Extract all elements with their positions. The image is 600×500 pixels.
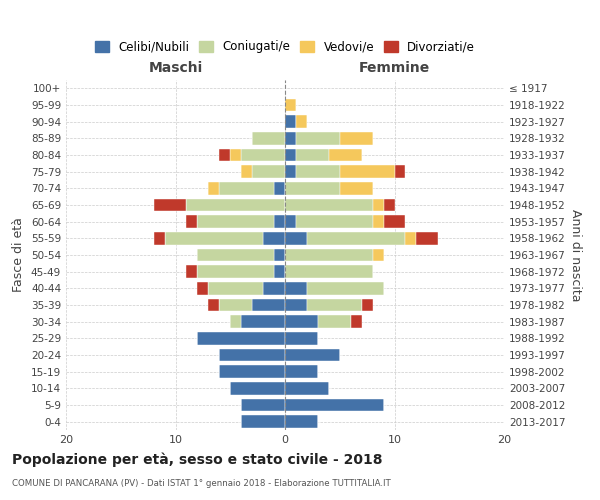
Bar bbox=[340, 182, 373, 194]
Bar bbox=[230, 316, 241, 328]
Bar bbox=[350, 316, 362, 328]
Bar bbox=[154, 232, 164, 244]
Bar bbox=[197, 248, 274, 261]
Bar bbox=[285, 316, 318, 328]
Bar bbox=[220, 298, 252, 311]
Bar bbox=[307, 232, 406, 244]
Bar bbox=[241, 416, 285, 428]
Bar bbox=[197, 332, 285, 344]
Bar bbox=[220, 349, 285, 361]
Bar bbox=[263, 232, 285, 244]
Y-axis label: Anni di nascita: Anni di nascita bbox=[569, 209, 582, 301]
Bar bbox=[187, 199, 285, 211]
Bar bbox=[230, 149, 241, 162]
Bar bbox=[373, 248, 383, 261]
Bar bbox=[230, 382, 285, 394]
Bar bbox=[220, 366, 285, 378]
Bar bbox=[197, 282, 208, 294]
Bar bbox=[241, 166, 252, 178]
Bar bbox=[285, 382, 329, 394]
Bar bbox=[285, 399, 383, 411]
Bar bbox=[373, 199, 383, 211]
Bar bbox=[373, 216, 383, 228]
Bar bbox=[296, 149, 329, 162]
Bar bbox=[285, 366, 318, 378]
Bar bbox=[241, 149, 285, 162]
Bar bbox=[164, 232, 263, 244]
Bar bbox=[187, 266, 197, 278]
Bar bbox=[416, 232, 438, 244]
Bar bbox=[252, 298, 285, 311]
Text: Femmine: Femmine bbox=[359, 61, 430, 75]
Bar bbox=[362, 298, 373, 311]
Bar bbox=[340, 132, 373, 144]
Bar bbox=[208, 182, 220, 194]
Bar bbox=[220, 149, 230, 162]
Bar bbox=[285, 132, 296, 144]
Bar bbox=[208, 282, 263, 294]
Bar bbox=[285, 199, 373, 211]
Bar bbox=[285, 232, 307, 244]
Bar bbox=[274, 182, 285, 194]
Bar bbox=[263, 282, 285, 294]
Text: Maschi: Maschi bbox=[148, 61, 203, 75]
Bar bbox=[274, 248, 285, 261]
Bar bbox=[307, 298, 362, 311]
Bar bbox=[307, 282, 383, 294]
Bar bbox=[285, 166, 296, 178]
Bar bbox=[241, 316, 285, 328]
Bar bbox=[285, 116, 296, 128]
Text: COMUNE DI PANCARANA (PV) - Dati ISTAT 1° gennaio 2018 - Elaborazione TUTTITALIA.: COMUNE DI PANCARANA (PV) - Dati ISTAT 1°… bbox=[12, 478, 391, 488]
Bar bbox=[285, 182, 340, 194]
Legend: Celibi/Nubili, Coniugati/e, Vedovi/e, Divorziati/e: Celibi/Nubili, Coniugati/e, Vedovi/e, Di… bbox=[91, 37, 479, 57]
Bar bbox=[296, 132, 340, 144]
Bar bbox=[285, 266, 373, 278]
Bar bbox=[241, 399, 285, 411]
Bar bbox=[197, 266, 274, 278]
Bar bbox=[395, 166, 406, 178]
Bar bbox=[208, 298, 220, 311]
Bar bbox=[340, 166, 395, 178]
Bar bbox=[285, 298, 307, 311]
Bar bbox=[187, 216, 197, 228]
Bar bbox=[285, 349, 340, 361]
Bar bbox=[220, 182, 274, 194]
Bar bbox=[285, 248, 373, 261]
Bar bbox=[383, 216, 406, 228]
Bar bbox=[296, 116, 307, 128]
Bar bbox=[285, 282, 307, 294]
Y-axis label: Fasce di età: Fasce di età bbox=[13, 218, 25, 292]
Bar bbox=[285, 216, 296, 228]
Bar bbox=[285, 332, 318, 344]
Bar bbox=[252, 132, 285, 144]
Bar bbox=[329, 149, 362, 162]
Bar bbox=[252, 166, 285, 178]
Bar bbox=[383, 199, 395, 211]
Bar bbox=[318, 316, 351, 328]
Bar bbox=[296, 166, 340, 178]
Bar bbox=[285, 99, 296, 112]
Text: Popolazione per età, sesso e stato civile - 2018: Popolazione per età, sesso e stato civil… bbox=[12, 452, 383, 467]
Bar bbox=[274, 266, 285, 278]
Bar bbox=[285, 416, 318, 428]
Bar bbox=[154, 199, 187, 211]
Bar bbox=[197, 216, 274, 228]
Bar bbox=[406, 232, 416, 244]
Bar bbox=[285, 149, 296, 162]
Bar bbox=[274, 216, 285, 228]
Bar bbox=[296, 216, 373, 228]
